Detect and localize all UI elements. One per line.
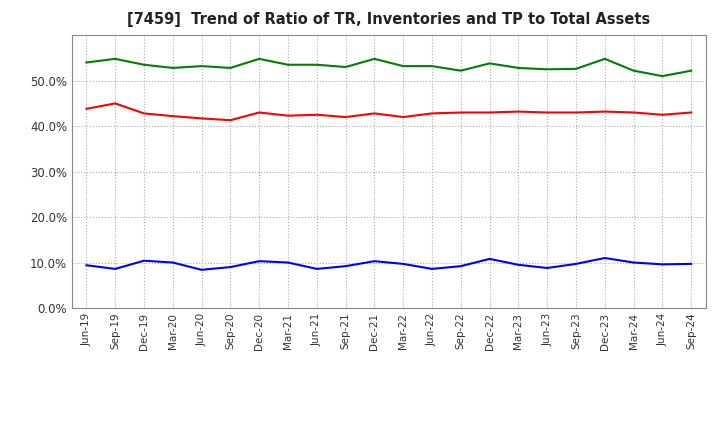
Inventories [600, 255, 609, 260]
Trade Payables [456, 68, 465, 73]
Trade Payables [543, 66, 552, 72]
Inventories [284, 260, 292, 265]
Trade Receivables [370, 111, 379, 116]
Trade Receivables [284, 113, 292, 118]
Trade Receivables [111, 101, 120, 106]
Trade Receivables [226, 117, 235, 123]
Trade Payables [629, 68, 638, 73]
Trade Receivables [341, 114, 350, 120]
Inventories [82, 263, 91, 268]
Trade Receivables [456, 110, 465, 115]
Trade Receivables [600, 109, 609, 114]
Inventories [687, 261, 696, 267]
Trade Payables [82, 60, 91, 65]
Inventories [572, 261, 580, 267]
Trade Payables [168, 65, 177, 70]
Inventories [399, 261, 408, 267]
Inventories [168, 260, 177, 265]
Trade Receivables [399, 114, 408, 120]
Inventories [226, 264, 235, 270]
Trade Payables [572, 66, 580, 71]
Trade Receivables [687, 110, 696, 115]
Trade Receivables [485, 110, 494, 115]
Trade Payables [111, 56, 120, 62]
Inventories [543, 265, 552, 271]
Trade Receivables [197, 116, 206, 121]
Trade Payables [197, 63, 206, 69]
Trade Payables [658, 73, 667, 79]
Trade Payables [514, 65, 523, 70]
Trade Payables [600, 56, 609, 62]
Line: Trade Payables: Trade Payables [86, 59, 691, 76]
Trade Receivables [312, 112, 321, 117]
Inventories [370, 259, 379, 264]
Inventories [140, 258, 148, 264]
Trade Payables [428, 63, 436, 69]
Trade Payables [140, 62, 148, 67]
Trade Receivables [255, 110, 264, 115]
Inventories [428, 266, 436, 271]
Trade Payables [687, 68, 696, 73]
Inventories [111, 266, 120, 271]
Trade Receivables [82, 106, 91, 111]
Trade Receivables [658, 112, 667, 117]
Trade Payables [341, 64, 350, 70]
Inventories [197, 267, 206, 272]
Inventories [456, 264, 465, 269]
Inventories [629, 260, 638, 265]
Inventories [485, 256, 494, 261]
Trade Receivables [629, 110, 638, 115]
Trade Payables [284, 62, 292, 67]
Line: Inventories: Inventories [86, 258, 691, 270]
Trade Receivables [428, 111, 436, 116]
Title: [7459]  Trend of Ratio of TR, Inventories and TP to Total Assets: [7459] Trend of Ratio of TR, Inventories… [127, 12, 650, 27]
Trade Payables [226, 65, 235, 70]
Trade Payables [255, 56, 264, 62]
Trade Payables [370, 56, 379, 62]
Line: Trade Receivables: Trade Receivables [86, 103, 691, 120]
Inventories [658, 262, 667, 267]
Inventories [255, 259, 264, 264]
Trade Receivables [543, 110, 552, 115]
Inventories [312, 266, 321, 271]
Inventories [341, 264, 350, 269]
Trade Receivables [514, 109, 523, 114]
Trade Receivables [140, 111, 148, 116]
Trade Payables [399, 63, 408, 69]
Trade Payables [312, 62, 321, 67]
Trade Payables [485, 61, 494, 66]
Trade Receivables [572, 110, 580, 115]
Trade Receivables [168, 114, 177, 119]
Inventories [514, 262, 523, 268]
